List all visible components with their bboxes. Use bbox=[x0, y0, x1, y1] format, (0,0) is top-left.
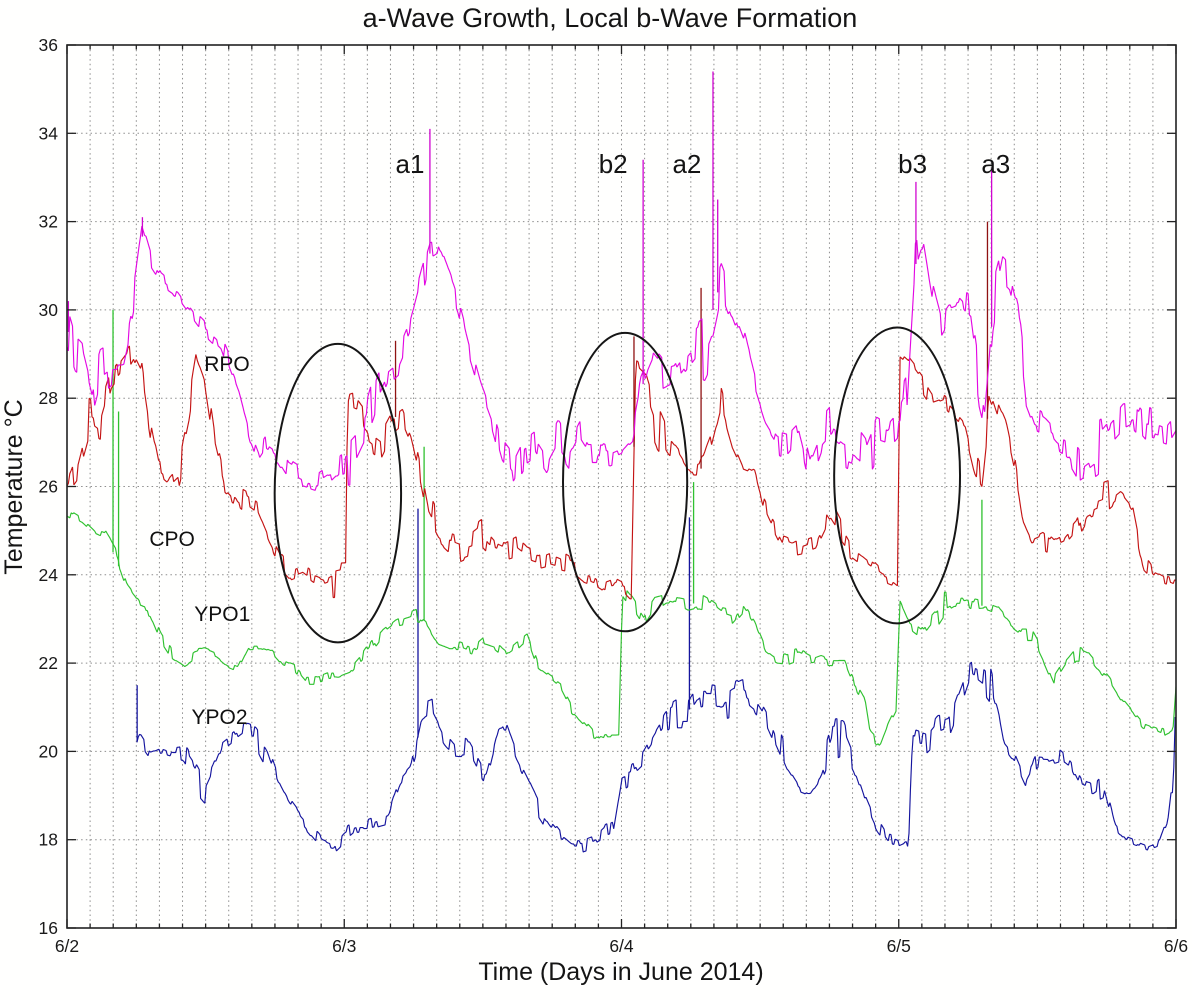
series-group-YPO2 bbox=[136, 508, 1176, 853]
y-tick-label: 16 bbox=[39, 918, 58, 938]
series-label-RPO: RPO bbox=[204, 353, 250, 376]
series-label-YPO1: YPO1 bbox=[194, 603, 250, 626]
x-tick-label: 6/4 bbox=[609, 936, 634, 956]
series-line-YPO2 bbox=[136, 661, 1176, 853]
x-tick-label: 6/3 bbox=[332, 936, 356, 956]
axes-layer: 6/2 6/3 6/4 6/5 6/6 16 18 20 22 24 26 28 30 32 34 36 bbox=[39, 35, 1189, 956]
y-tick-label: 34 bbox=[39, 123, 59, 143]
y-axis-label: Temperature °C bbox=[0, 399, 28, 574]
x-tick-label: 6/5 bbox=[887, 936, 911, 956]
ellipse-annotation-3 bbox=[833, 326, 962, 625]
x-axis-label: Time (Days in June 2014) bbox=[478, 958, 763, 986]
series-line-RPO bbox=[67, 225, 1176, 491]
series-line-CPO bbox=[67, 345, 1176, 600]
series-label-CPO: CPO bbox=[149, 528, 195, 551]
y-tick-label: 30 bbox=[39, 300, 59, 320]
series-group-CPO bbox=[67, 221, 1176, 600]
series-group-RPO bbox=[67, 71, 1176, 491]
annotation-label-a3: a3 bbox=[981, 149, 1010, 179]
x-tick-label: 6/2 bbox=[55, 936, 79, 956]
overlay-layer: YPO2 YPO1 CPO RPO a1 b2 a2 b3 a3 bbox=[149, 149, 1010, 729]
chart-title: a-Wave Growth, Local b-Wave Formation bbox=[363, 3, 858, 33]
series-label-YPO2: YPO2 bbox=[191, 706, 247, 729]
y-tick-label: 26 bbox=[39, 477, 58, 497]
ellipse-annotation-2 bbox=[562, 331, 689, 633]
y-tick-label: 18 bbox=[39, 830, 58, 850]
annotation-label-b2: b2 bbox=[599, 149, 628, 179]
x-tick-label: 6/6 bbox=[1164, 936, 1188, 956]
annotation-label-a2: a2 bbox=[672, 149, 701, 179]
grid-layer bbox=[67, 45, 1176, 928]
y-tick-label: 36 bbox=[39, 35, 58, 55]
y-tick-label: 24 bbox=[39, 565, 59, 585]
y-tick-label: 22 bbox=[39, 653, 58, 673]
annotation-label-a1: a1 bbox=[395, 149, 424, 179]
y-tick-label: 28 bbox=[39, 388, 58, 408]
annotation-label-b3: b3 bbox=[898, 149, 927, 179]
ellipse-annotation-1 bbox=[273, 342, 403, 644]
y-tick-label: 32 bbox=[39, 212, 58, 232]
y-tick-label: 20 bbox=[39, 741, 59, 761]
